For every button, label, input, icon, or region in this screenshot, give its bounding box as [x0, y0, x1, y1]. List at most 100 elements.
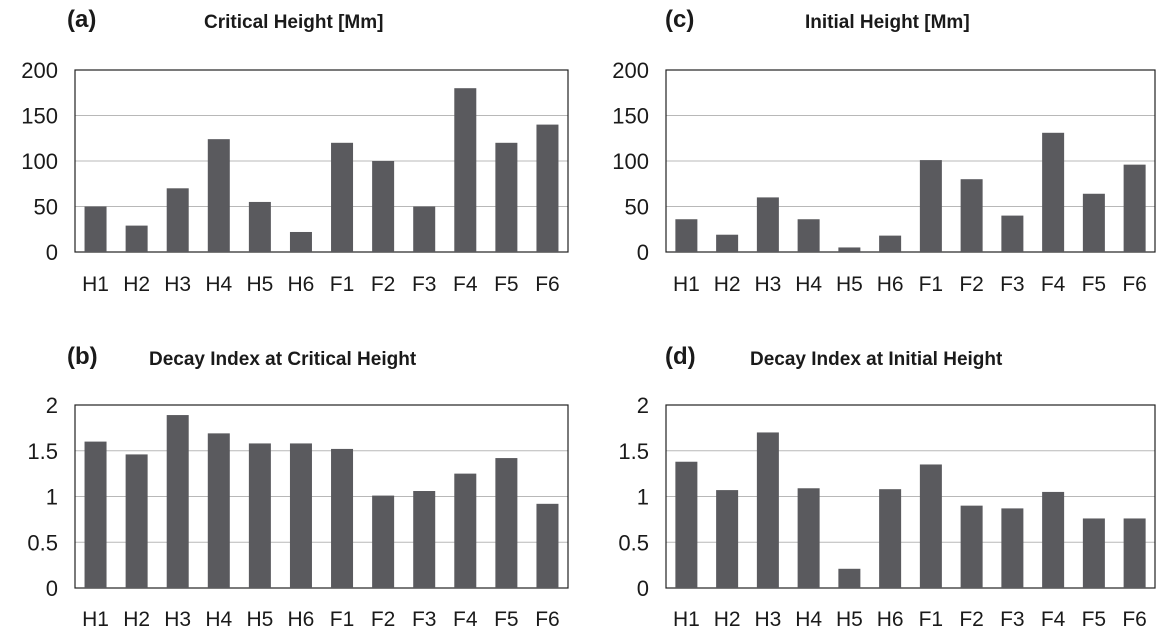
x-tick-label: H5 — [246, 273, 273, 296]
y-tick-label: 2 — [637, 393, 649, 418]
bar-h4 — [207, 433, 230, 588]
bar-f6 — [1123, 164, 1146, 252]
bar-h4 — [797, 219, 820, 252]
bar-h2 — [716, 234, 739, 252]
y-tick-label: 0 — [46, 240, 58, 265]
bar-f4 — [454, 473, 477, 588]
x-tick-label: F6 — [535, 608, 560, 631]
bar-h2 — [125, 454, 148, 588]
x-tick-label: H1 — [673, 273, 700, 296]
x-tick-label: F1 — [330, 608, 355, 631]
x-tick-label: F3 — [1000, 608, 1025, 631]
bar-f2 — [372, 495, 395, 588]
x-tick-label: F6 — [1122, 608, 1147, 631]
bar-f4 — [1042, 132, 1065, 252]
bar-h2 — [125, 225, 148, 252]
y-tick-label: 0 — [637, 576, 649, 601]
bar-f1 — [331, 142, 354, 252]
x-tick-label: F3 — [412, 273, 437, 296]
bar-f5 — [1082, 518, 1105, 588]
plot-frame — [74, 404, 569, 589]
y-tick-label: 0.5 — [27, 530, 58, 555]
panel-d-label: (d) — [665, 343, 696, 370]
x-tick-label: H2 — [123, 273, 150, 296]
bar-f4 — [454, 88, 477, 252]
bar-h6 — [289, 443, 312, 588]
x-tick-label: H3 — [754, 273, 781, 296]
bar-h3 — [166, 188, 189, 252]
y-tick-label: 0 — [46, 576, 58, 601]
bar-h1 — [675, 461, 698, 588]
panel-a-label: (a) — [67, 6, 97, 33]
bar-f5 — [1082, 193, 1105, 252]
x-tick-label: H6 — [877, 608, 904, 631]
bar-h6 — [879, 489, 902, 588]
y-tick-label: 2 — [46, 393, 58, 418]
bar-h4 — [207, 139, 230, 252]
bar-f6 — [1123, 518, 1146, 588]
bar-h3 — [756, 432, 779, 588]
panel-c-title: Initial Height [Mm] — [805, 12, 970, 33]
y-tick-label: 0 — [637, 240, 649, 265]
bar-f6 — [536, 124, 559, 252]
bar-f6 — [536, 503, 559, 588]
plot-frame — [665, 69, 1156, 253]
bar-f3 — [1001, 508, 1024, 588]
x-tick-label: F5 — [494, 608, 519, 631]
bar-h5 — [838, 247, 861, 252]
panel-b-label: (b) — [67, 343, 98, 370]
panel-b-title: Decay Index at Critical Height — [149, 349, 417, 370]
x-tick-label: F4 — [453, 608, 478, 631]
x-tick-label: F4 — [453, 273, 478, 296]
bar-f2 — [372, 161, 395, 252]
x-tick-label: H5 — [246, 608, 273, 631]
bar-f1 — [331, 448, 354, 588]
y-tick-label: 100 — [612, 149, 649, 174]
y-tick-label: 1.5 — [27, 439, 58, 464]
bar-f2 — [960, 179, 983, 252]
bar-f3 — [1001, 215, 1024, 252]
bar-f4 — [1042, 491, 1065, 588]
bar-h5 — [838, 568, 861, 588]
x-tick-label: F6 — [1122, 273, 1147, 296]
x-tick-label: H2 — [714, 273, 741, 296]
bar-f2 — [960, 505, 983, 588]
x-tick-label: H5 — [836, 608, 863, 631]
x-tick-label: H3 — [164, 608, 191, 631]
x-tick-label: H4 — [205, 608, 232, 631]
x-tick-label: H6 — [877, 273, 904, 296]
panel-a-title: Critical Height [Mm] — [204, 12, 384, 33]
x-tick-label: F2 — [959, 273, 984, 296]
x-tick-label: H2 — [123, 608, 150, 631]
x-tick-label: H3 — [164, 273, 191, 296]
bar-h2 — [716, 490, 739, 588]
bar-f3 — [413, 206, 436, 252]
x-tick-label: H5 — [836, 273, 863, 296]
plot-frame — [665, 404, 1156, 589]
bar-h6 — [879, 235, 902, 252]
x-tick-label: H6 — [288, 273, 315, 296]
x-tick-label: F2 — [959, 608, 984, 631]
x-tick-label: H4 — [795, 273, 822, 296]
x-tick-label: F5 — [494, 273, 519, 296]
y-tick-label: 1.5 — [618, 439, 649, 464]
bar-h3 — [166, 415, 189, 588]
bar-f5 — [495, 458, 518, 588]
x-tick-label: F4 — [1041, 608, 1066, 631]
bar-h1 — [675, 219, 698, 252]
x-tick-label: F2 — [371, 608, 396, 631]
y-tick-label: 1 — [637, 485, 649, 510]
x-tick-label: H1 — [82, 608, 109, 631]
x-tick-label: F1 — [919, 273, 944, 296]
x-tick-label: H4 — [205, 273, 232, 296]
panel-d-title: Decay Index at Initial Height — [750, 349, 1003, 370]
y-tick-label: 50 — [34, 195, 58, 220]
x-tick-label: F1 — [919, 608, 944, 631]
bar-h4 — [797, 488, 820, 588]
bar-f1 — [919, 160, 942, 252]
y-tick-label: 200 — [21, 58, 58, 83]
x-tick-label: F3 — [1000, 273, 1025, 296]
